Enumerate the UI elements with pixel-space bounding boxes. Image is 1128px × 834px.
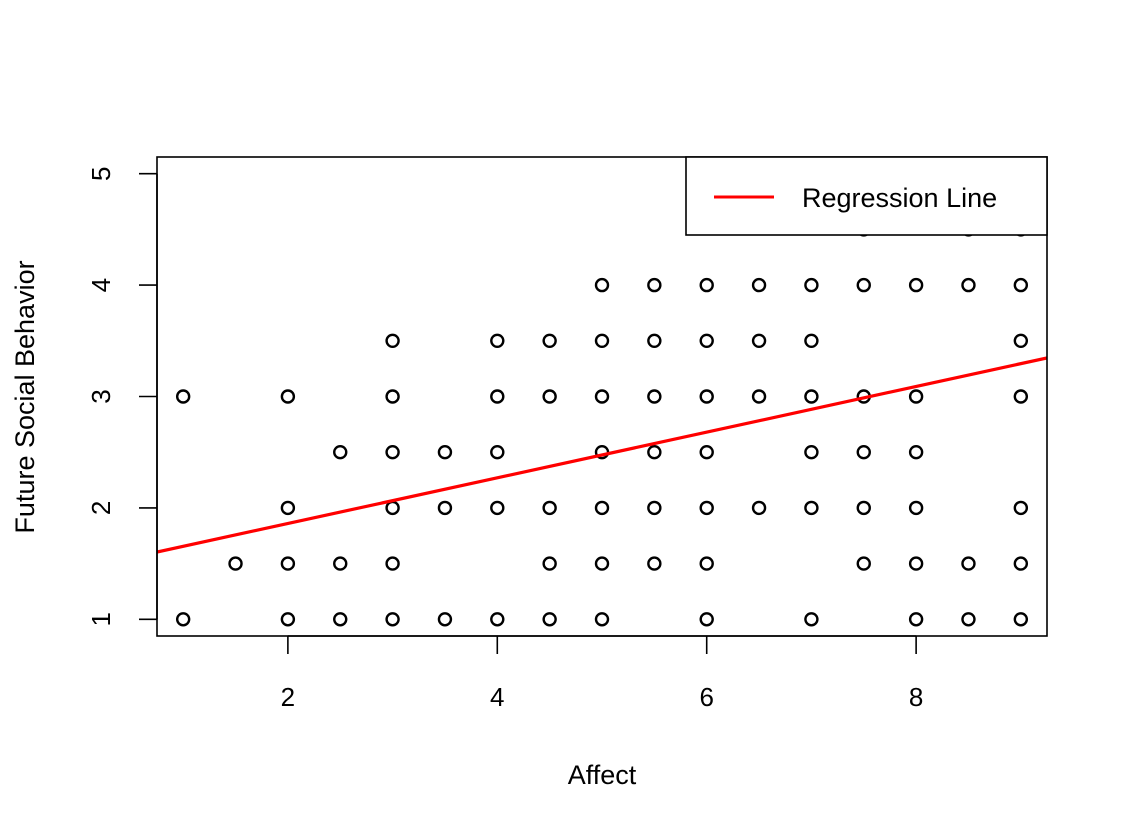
data-point — [594, 500, 610, 516]
data-point — [280, 556, 296, 571]
data-point — [1013, 500, 1029, 516]
data-point — [594, 556, 610, 571]
data-point — [699, 333, 714, 349]
x-axis-title: Affect — [568, 760, 637, 790]
data-point — [542, 612, 557, 627]
data-point — [594, 612, 610, 627]
data-point — [856, 500, 871, 516]
data-point — [647, 500, 662, 516]
data-point — [908, 389, 924, 404]
data-point — [804, 277, 819, 293]
regression-layer — [157, 356, 1047, 554]
legend: Regression Line — [685, 156, 1048, 236]
y-tick-label: 2 — [86, 501, 116, 515]
legend-label-regression: Regression Line — [802, 183, 997, 213]
data-point — [804, 500, 819, 516]
regression-line — [157, 356, 1047, 554]
x-tick-label: 8 — [909, 682, 923, 712]
data-point — [490, 389, 505, 404]
data-point — [908, 277, 924, 293]
data-point — [699, 389, 714, 404]
data-point — [385, 444, 400, 460]
y-tick-label: 1 — [86, 612, 116, 626]
x-tick-label: 4 — [490, 682, 504, 712]
data-point — [699, 612, 714, 627]
y-tick-label: 5 — [86, 166, 116, 180]
data-point — [280, 612, 296, 627]
data-point — [542, 333, 557, 349]
x-tick-label: 6 — [699, 682, 713, 712]
data-point — [1013, 277, 1029, 293]
data-point — [751, 500, 767, 516]
data-point — [542, 500, 557, 516]
data-point — [804, 333, 819, 349]
data-point — [437, 500, 453, 516]
data-point — [961, 556, 976, 571]
data-point — [1013, 333, 1029, 349]
data-point — [804, 389, 819, 404]
data-point — [228, 556, 243, 571]
y-axis: 1 2 3 4 5 — [86, 166, 158, 627]
data-point — [699, 556, 714, 571]
data-point — [961, 612, 976, 627]
data-point — [647, 556, 662, 571]
data-point — [385, 389, 400, 404]
data-point — [699, 277, 714, 293]
data-point — [1013, 389, 1029, 404]
data-point — [175, 389, 191, 404]
data-point — [647, 333, 662, 349]
data-point — [385, 500, 400, 516]
data-point — [542, 389, 557, 404]
y-tick-label: 4 — [86, 278, 116, 292]
data-point — [1013, 556, 1029, 571]
data-point — [385, 333, 400, 349]
data-point — [751, 277, 767, 293]
data-point — [856, 444, 871, 460]
data-point — [804, 444, 819, 460]
data-point — [699, 500, 714, 516]
data-point — [699, 444, 714, 460]
data-point — [804, 612, 819, 627]
data-point — [333, 612, 348, 627]
data-point — [542, 556, 557, 571]
data-point — [280, 389, 296, 404]
data-point — [908, 612, 924, 627]
data-point — [490, 444, 505, 460]
data-point — [647, 389, 662, 404]
y-axis-title: Future Social Behavior — [10, 260, 40, 533]
data-point — [856, 277, 871, 293]
data-point — [856, 556, 871, 571]
data-point — [490, 500, 505, 516]
data-point — [333, 556, 348, 571]
data-point — [385, 556, 400, 571]
data-point — [490, 612, 505, 627]
data-point — [385, 612, 400, 627]
data-points — [175, 222, 1029, 627]
data-point — [1013, 612, 1029, 627]
data-point — [594, 333, 610, 349]
y-tick-label: 3 — [86, 389, 116, 403]
data-point — [751, 333, 767, 349]
data-point — [647, 444, 662, 460]
data-point — [908, 500, 924, 516]
x-tick-label: 2 — [281, 682, 295, 712]
data-point — [280, 500, 296, 516]
x-axis: 2 4 6 8 — [281, 635, 923, 712]
data-point — [437, 612, 453, 627]
data-point — [908, 556, 924, 571]
data-point — [594, 277, 610, 293]
data-point — [751, 389, 767, 404]
data-point — [175, 612, 191, 627]
data-point — [490, 333, 505, 349]
data-point — [333, 444, 348, 460]
data-point — [594, 389, 610, 404]
data-point — [647, 277, 662, 293]
data-point — [961, 277, 976, 293]
data-point — [437, 444, 453, 460]
data-point — [908, 444, 924, 460]
